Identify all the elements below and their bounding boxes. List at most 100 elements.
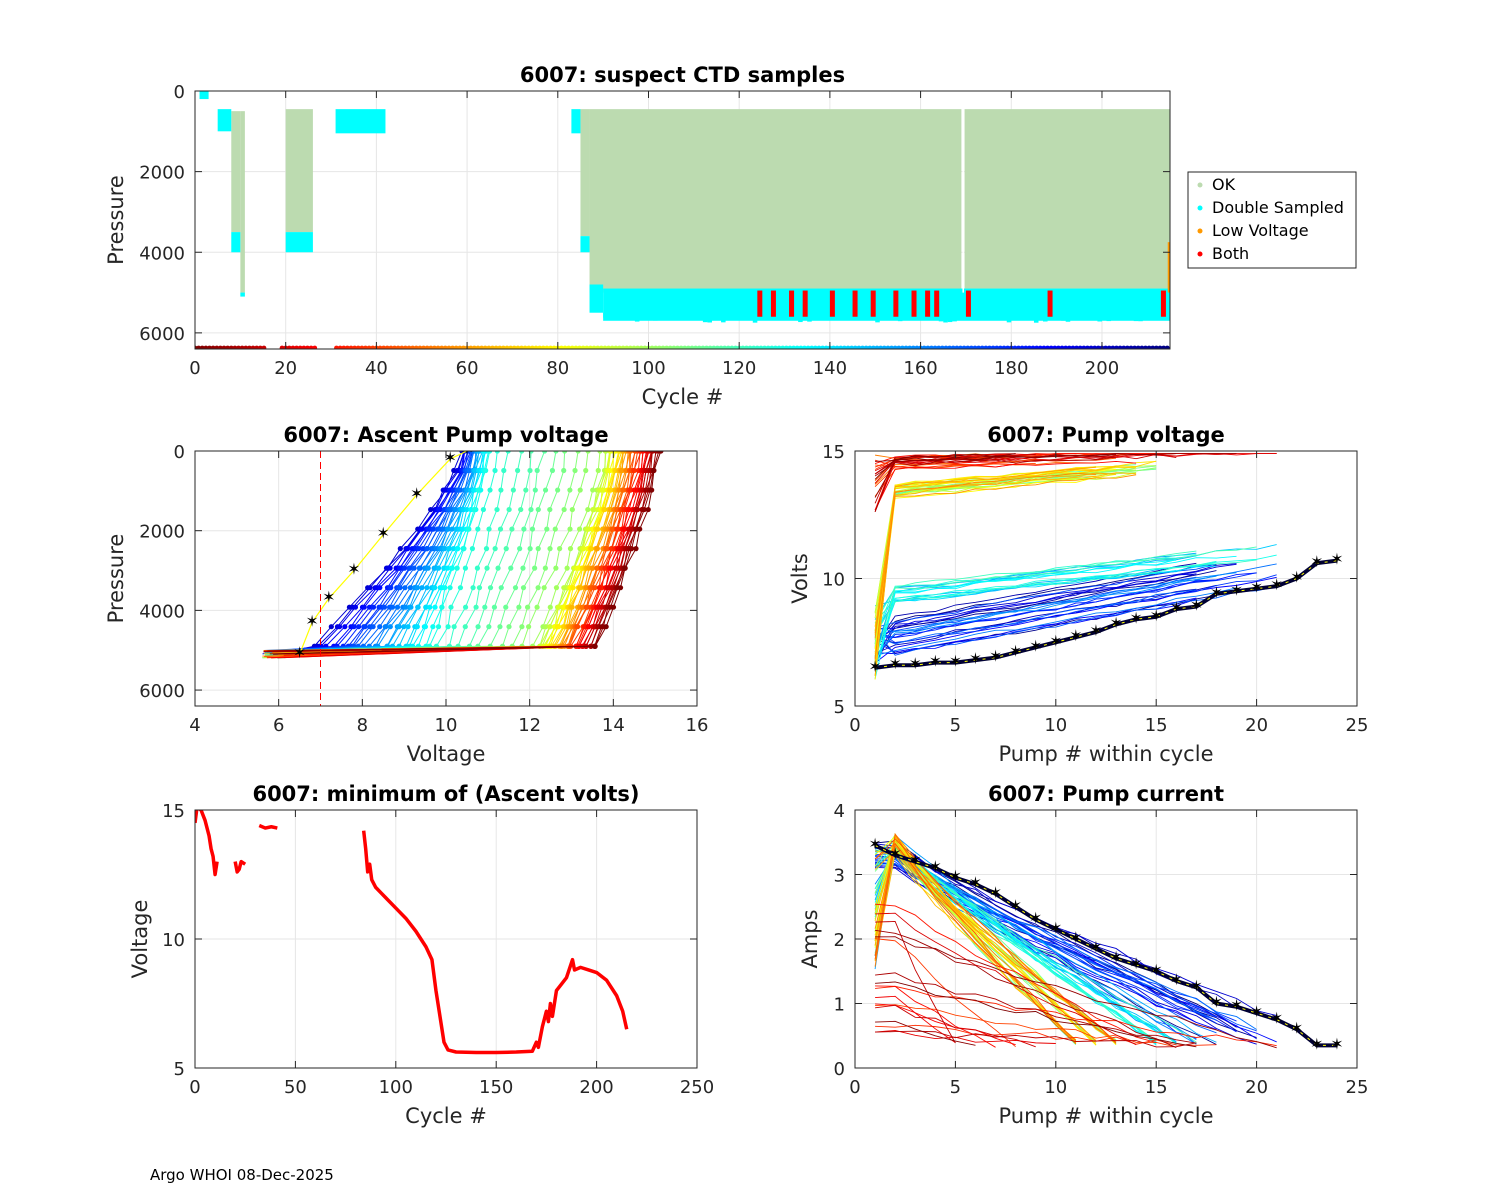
cycle-dot [294,345,299,349]
double-sampled-mark [725,312,731,315]
cycle-dot [783,345,789,349]
ascent-sample-dot [553,451,559,454]
cycle-dot [649,345,655,349]
y-axis-label: Pressure [104,175,128,265]
cycle-dot [1016,345,1021,349]
cycle-dot [929,345,934,349]
double-sampled-mark [748,312,753,315]
x-tick-label: 100 [379,1077,413,1098]
ascent-profile-line [264,451,472,651]
ascent-profile-line [285,451,466,652]
cycle-dot [664,345,670,349]
double-sampled-mark [766,312,771,319]
ascent-sample-dot [434,526,441,532]
cycle-dot [638,345,644,349]
double-sampled-mark [834,312,839,320]
ascent-sample-dot [541,585,547,591]
cycle-dot [486,345,492,349]
cycle-dot [403,345,408,349]
ascent-sample-dot [419,526,425,532]
reference-curve-highlight [874,845,1337,1046]
pump-current-line [875,921,956,1044]
ascent-sample-dot [419,585,425,591]
double-sampled-mark [875,312,880,323]
y-tick-label: 0 [834,1059,845,1080]
cycle-dot [1092,345,1098,349]
pump-current-line [875,972,1197,1044]
reference-star: ✶ [1310,1034,1323,1053]
double-sampled-band [571,109,581,134]
ascent-sample-dot [397,546,403,552]
ascent-sample-dot [430,624,436,630]
reference-star: ✶ [322,587,335,606]
ascent-sample-dot [637,526,643,532]
cycle-dot [1132,345,1138,349]
double-sampled-mark [838,312,844,315]
cycle-dot [461,345,466,349]
ascent-profile-line [264,451,641,652]
ascent-sample-dot [370,624,376,630]
pump-voltage-line [874,587,1237,656]
cycle-dot [221,345,227,349]
cycle-dot [791,345,797,349]
pump-current-line [875,929,1177,1048]
ascent-sample-dot [402,585,408,591]
cycle-dot [366,345,372,349]
cycle-dot [1114,345,1119,349]
ascent-sample-dot [509,526,515,532]
ascent-profile-line [278,451,627,657]
x-axis-label: Cycle # [642,385,724,409]
cycle-dot [508,345,514,349]
ascent-sample-dot [555,604,562,610]
ascent-sample-dot [583,604,589,610]
ascent-sample-dot [602,451,608,454]
cycle-dot [711,345,717,349]
reference-star: ✶ [293,643,306,662]
cycle-dot [1161,345,1167,349]
ascent-sample-dot [519,451,525,454]
pump-current-line [875,985,1277,1047]
cycle-dot [424,345,430,349]
cycle-dot [1066,345,1072,349]
double-sampled-mark [1083,312,1089,320]
cycle-dot [958,345,963,349]
cycle-dot [642,345,648,349]
cycle-dot [660,345,666,349]
ascent-sample-dot [483,467,489,474]
ascent-sample-dot [387,565,393,571]
cycle-dot [1110,345,1116,349]
ascent-sample-dot [567,526,573,532]
ascent-sample-dot [387,624,393,630]
ascent-sample-dot [450,487,456,493]
ok-band [580,109,590,237]
both-mark [802,290,808,317]
cycle-dot [936,345,942,349]
ascent-sample-dot [471,487,477,493]
double-sampled-mark [739,312,744,320]
reference-star: ✶ [949,867,962,886]
ascent-sample-dot [603,546,609,552]
ascent-profile-line [267,451,498,658]
ascent-profile-line [281,451,465,654]
y-tick-label: 3 [834,866,845,887]
ascent-sample-dot [491,604,498,610]
double-sampled-mark [1129,312,1134,319]
y-tick-label: 4000 [139,601,185,622]
reference-star: ✶ [1089,938,1102,957]
cycle-dot [1081,345,1087,349]
cycle-dot [900,345,905,349]
double-sampled-mark [761,312,767,316]
cycle-dot [635,345,641,349]
ascent-sample-dot [423,604,429,610]
ascent-sample-dot [554,624,561,630]
reference-star: ✶ [460,440,473,459]
pump-voltage-line [874,555,1237,679]
double-sampled-band [231,232,241,253]
ascent-profile-line [277,451,509,659]
ascent-sample-dot [555,487,561,493]
ascent-sample-dot [405,624,411,630]
cycle-dot [878,345,884,349]
ascent-sample-dot [396,624,402,630]
ascent-sample-dot [541,451,548,454]
ascent-profile-line [274,451,566,658]
